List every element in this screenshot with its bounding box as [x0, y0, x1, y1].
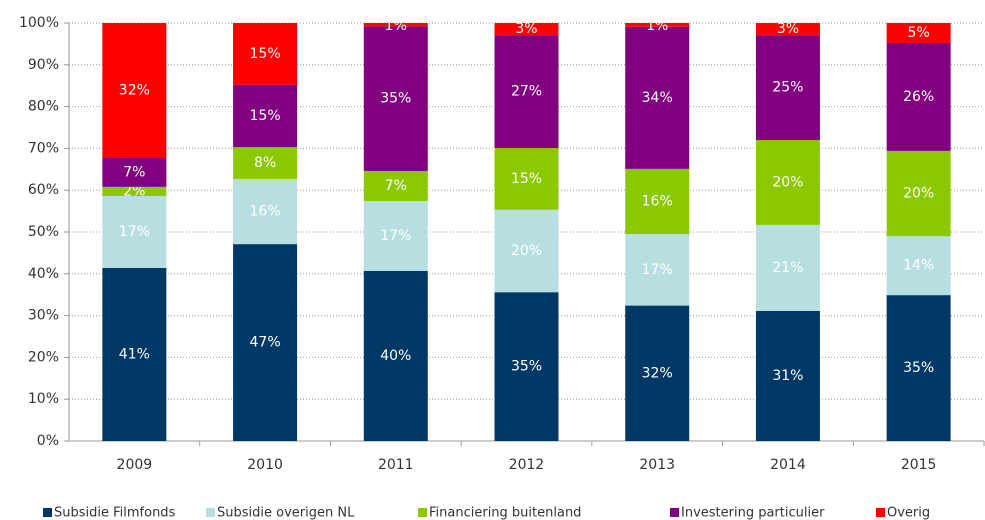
- bar-segment: [363, 26, 428, 171]
- data-label: 16%: [642, 193, 673, 209]
- bar-segment: [233, 244, 298, 441]
- bar-segment: [625, 168, 690, 235]
- bar-segment: [886, 43, 951, 151]
- y-tick-label: 70%: [28, 140, 59, 156]
- bar-segment: [886, 236, 951, 296]
- bar-segment: [363, 170, 428, 202]
- bar-segment: [363, 201, 428, 271]
- data-label: 35%: [511, 359, 542, 375]
- data-label: 2%: [123, 183, 145, 199]
- bar-segment: [755, 311, 820, 441]
- bar-segment: [625, 23, 690, 27]
- y-tick-label: 30%: [28, 308, 59, 324]
- legend-swatch: [670, 508, 679, 517]
- data-label: 3%: [515, 21, 537, 37]
- y-tick-label: 60%: [28, 182, 59, 198]
- bar-segment: [755, 35, 820, 141]
- legend-swatch: [206, 508, 215, 517]
- x-tick-label: 2013: [639, 457, 675, 473]
- data-label: 15%: [250, 108, 281, 124]
- bar-segment: [233, 147, 298, 179]
- bar-segment: [494, 35, 559, 148]
- data-label: 32%: [119, 83, 150, 99]
- x-tick-label: 2012: [509, 457, 545, 473]
- bar-segment: [625, 234, 690, 306]
- bar-segment: [886, 295, 951, 441]
- bar-segment: [102, 267, 167, 441]
- data-label: 15%: [250, 46, 281, 62]
- bar-segment: [625, 26, 690, 169]
- data-label: 20%: [511, 243, 542, 259]
- data-label: 3%: [777, 21, 799, 37]
- data-label: 15%: [511, 171, 542, 187]
- bar-segment: [886, 23, 951, 44]
- bar-segment: [102, 23, 167, 159]
- bar-segment: [755, 140, 820, 225]
- bar-segment: [363, 270, 428, 441]
- y-tick-label: 80%: [28, 99, 59, 115]
- data-label: 20%: [772, 174, 803, 190]
- x-tick-label: 2015: [901, 457, 937, 473]
- y-tick-label: 20%: [28, 349, 59, 365]
- data-label: 31%: [772, 368, 803, 384]
- data-label: 32%: [642, 365, 673, 381]
- bar-segment: [755, 224, 820, 312]
- data-label: 35%: [903, 360, 934, 376]
- data-label: 21%: [772, 260, 803, 276]
- y-tick-label: 100%: [19, 15, 59, 31]
- data-label: 40%: [380, 348, 411, 364]
- y-tick-label: 0%: [37, 433, 59, 449]
- data-label: 26%: [903, 89, 934, 105]
- bar-segment: [755, 23, 820, 36]
- x-tick-label: 2011: [378, 457, 414, 473]
- bar-segment: [102, 186, 167, 197]
- bar-segment: [886, 150, 951, 237]
- legend-swatch: [418, 508, 427, 517]
- y-tick-label: 40%: [28, 266, 59, 282]
- legend-swatch: [876, 508, 885, 517]
- data-label: 1%: [385, 18, 407, 34]
- bar-segment: [494, 292, 559, 441]
- data-label: 8%: [254, 155, 276, 171]
- bar-segment: [625, 305, 690, 441]
- bar-segment: [233, 84, 298, 148]
- data-label: 25%: [772, 80, 803, 96]
- bar-segment: [494, 23, 559, 36]
- data-label: 35%: [380, 91, 411, 107]
- legend-swatch: [43, 508, 52, 517]
- data-label: 17%: [642, 262, 673, 278]
- bar-segment: [233, 178, 298, 245]
- data-label: 20%: [903, 186, 934, 202]
- x-tick-label: 2014: [770, 457, 806, 473]
- data-label: 17%: [380, 228, 411, 244]
- bar-segment: [102, 158, 167, 187]
- data-label: 5%: [908, 25, 930, 41]
- legend-label: Overig: [887, 506, 930, 520]
- data-label: 47%: [250, 335, 281, 351]
- legend-label: Financiering buitenland: [429, 506, 581, 520]
- legend-label: Subsidie overigen NL: [217, 506, 355, 520]
- data-label: 1%: [646, 18, 668, 34]
- y-tick-label: 90%: [28, 57, 59, 73]
- bar-segment: [494, 209, 559, 293]
- y-tick-label: 50%: [28, 224, 59, 240]
- data-label: 14%: [903, 258, 934, 274]
- x-tick-label: 2010: [247, 457, 283, 473]
- bar-segment: [233, 23, 298, 85]
- bar-segment: [494, 147, 559, 210]
- data-label: 16%: [250, 204, 281, 220]
- y-tick-label: 10%: [28, 391, 59, 407]
- bar-segment: [102, 196, 167, 268]
- data-label: 17%: [119, 224, 150, 240]
- data-label: 27%: [511, 84, 542, 100]
- legend-label: Investering particulier: [681, 506, 825, 520]
- bar-segment: [363, 23, 428, 27]
- data-label: 41%: [119, 346, 150, 362]
- data-label: 34%: [642, 90, 673, 106]
- data-label: 7%: [123, 164, 145, 180]
- x-tick-label: 2009: [117, 457, 153, 473]
- legend-label: Subsidie Filmfonds: [54, 506, 176, 520]
- data-label: 7%: [385, 178, 407, 194]
